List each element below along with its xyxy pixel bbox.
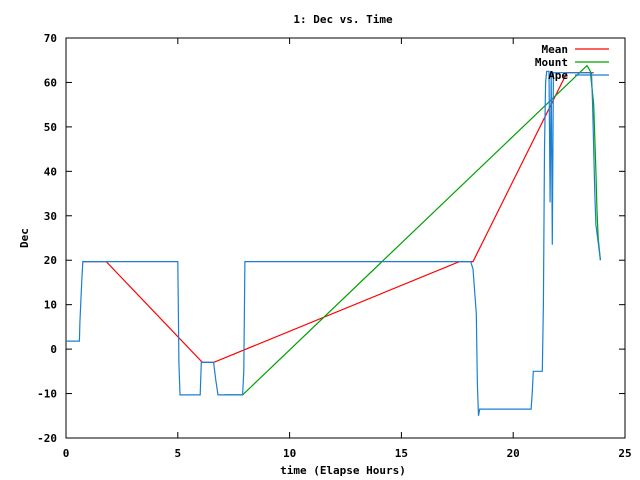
series-group <box>66 64 601 416</box>
plot-frame <box>65 37 626 439</box>
x-tick-label: 20 <box>507 447 520 460</box>
series-line-ape <box>66 70 601 416</box>
x-tick-label: 10 <box>283 447 296 460</box>
x-tick-label: 5 <box>174 447 181 460</box>
series-line-mean <box>82 72 594 363</box>
y-tick-label: -10 <box>37 388 57 401</box>
y-tick-label: -20 <box>37 432 57 445</box>
x-tick-label: 25 <box>618 447 631 460</box>
x-axis-label: time (Elapse Hours) <box>280 464 406 477</box>
y-tick-label: 70 <box>44 32 57 45</box>
y-tick-label: 30 <box>44 210 57 223</box>
x-tick-label: 15 <box>395 447 408 460</box>
y-tick-label: 50 <box>44 121 57 134</box>
y-axis-label: Dec <box>18 228 31 248</box>
y-tick-label: 0 <box>50 343 57 356</box>
legend-label: Mount <box>535 56 568 69</box>
chart-title: 1: Dec vs. Time <box>293 13 393 26</box>
legend-label: Ape <box>548 69 568 82</box>
y-tick-label: 60 <box>44 76 57 89</box>
legend-label: Mean <box>542 43 569 56</box>
series-line-mount <box>224 64 601 396</box>
y-tick-label: 20 <box>44 254 57 267</box>
x-tick-label: 0 <box>63 447 70 460</box>
axis-ticks: 0 5 10 15 20 25 -20 -10 0 10 20 30 40 50 60 70 <box>37 32 632 460</box>
y-tick-label: 40 <box>44 165 57 178</box>
y-tick-label: 10 <box>44 299 57 312</box>
